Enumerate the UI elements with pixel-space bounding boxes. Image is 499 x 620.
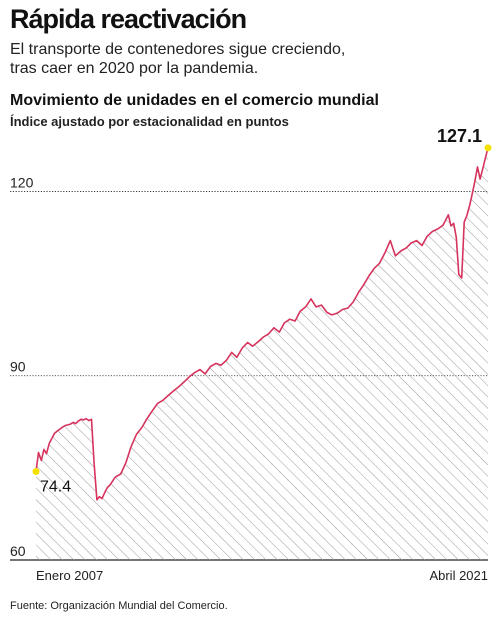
y-tick-label-60: 60: [10, 543, 26, 559]
y-tick-label-120: 120: [10, 174, 34, 190]
chart-title: Movimiento de unidades en el comercio mu…: [10, 92, 379, 109]
label-layer: 60 90 120 74.4 127.1 Enero 2007 Abril 2021: [10, 126, 492, 583]
chart-subtitle: Índice ajustado por estacionalidad en pu…: [10, 114, 289, 129]
start-value-label: 74.4: [40, 479, 71, 496]
area-fill: [36, 147, 488, 561]
subtitle: El transporte de contenedores sigue crec…: [10, 41, 346, 77]
y-tick-label-90: 90: [10, 359, 26, 375]
start-point: [32, 468, 40, 476]
headline: Rápida reactivación: [10, 4, 247, 34]
source-note: Fuente: Organización Mundial del Comerci…: [10, 600, 228, 612]
data-line: [35, 147, 489, 501]
end-value-label: 127.1: [437, 126, 482, 146]
end-point: [484, 144, 492, 152]
x-label-end: Abril 2021: [429, 568, 488, 583]
x-label-start: Enero 2007: [36, 568, 103, 583]
